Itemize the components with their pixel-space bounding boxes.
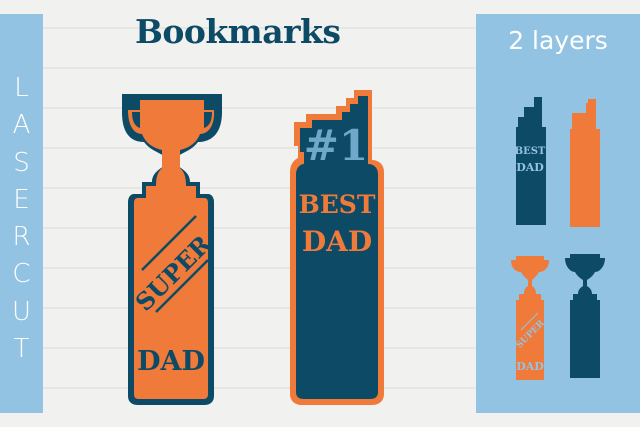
layers-panel: 2 layers BEST DAD SUPER DAD [476, 14, 640, 413]
layers-title: 2 layers [508, 26, 608, 55]
dad-text: DAD [516, 360, 544, 373]
best-text: BEST [515, 146, 546, 157]
best-text: BEST [299, 190, 376, 219]
banner-letter: U [11, 296, 32, 327]
banner-letter: T [13, 333, 30, 364]
dad-text: DAD [302, 225, 372, 258]
banner-letter: E [13, 184, 30, 215]
layer-orange-trophy: SUPER DAD [511, 256, 549, 380]
banner-letter: S [13, 147, 30, 178]
number-one-text: #1 [304, 121, 368, 170]
page-title: Bookmarks [135, 12, 341, 51]
layer-navy-trophy [565, 254, 605, 378]
banner-letter: A [12, 110, 31, 141]
bookmark-body [296, 96, 378, 399]
laser-cut-banner: L A S E R C U T [0, 14, 43, 413]
banner-letter: R [12, 222, 31, 253]
dad-text: DAD [137, 346, 205, 377]
layer-orange-number-one [570, 99, 600, 227]
banner-letter: C [12, 259, 31, 290]
trophy-fill [128, 100, 215, 399]
best-dad-bookmark: #1 BEST DAD [290, 90, 384, 405]
dad-text: DAD [516, 161, 544, 174]
layer-navy-number-one: BEST DAD [515, 97, 546, 225]
banner-letter: L [14, 73, 29, 104]
decor-line [141, 215, 197, 271]
decor-line [155, 259, 209, 313]
trophy-bookmark: SUPER DAD [122, 94, 222, 405]
